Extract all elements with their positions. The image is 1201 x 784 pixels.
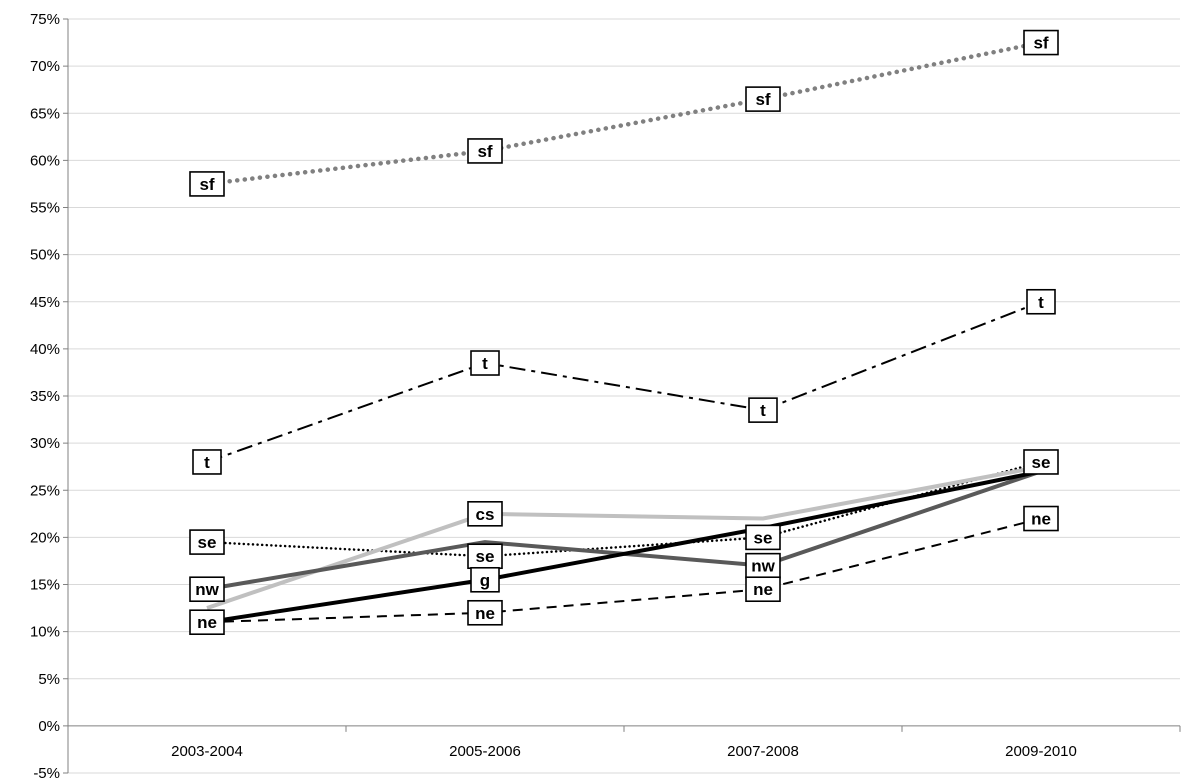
data-label-text: g: [480, 571, 490, 590]
y-tick-label: -5%: [33, 765, 60, 782]
data-label-text: sf: [477, 142, 492, 161]
data-label-ne: ne: [467, 599, 503, 626]
data-label-box: [467, 599, 503, 626]
data-label-text: sf: [199, 175, 214, 194]
data-label-box: [192, 449, 222, 475]
y-tick-label: 50%: [30, 247, 60, 264]
data-label-t: t: [470, 350, 500, 376]
data-label-box: [189, 171, 225, 197]
data-label-cs: cs: [467, 501, 503, 527]
data-label-box: [1026, 288, 1056, 315]
data-label-t: t: [192, 449, 222, 475]
data-label-text: sf: [755, 90, 770, 109]
data-label-t: t: [1026, 288, 1056, 315]
series-line-cs: [206, 464, 1042, 610]
data-label-ne: ne: [1023, 505, 1059, 532]
data-label-text: se: [476, 547, 495, 566]
y-tick-label: 30%: [30, 435, 60, 452]
data-label-g: g: [470, 566, 500, 593]
data-label-text: se: [198, 533, 217, 552]
x-tick-label: 2003-2004: [171, 743, 243, 760]
x-tick-label: 2005-2006: [449, 743, 521, 760]
y-tick-label: 35%: [30, 388, 60, 405]
y-tick-label: 40%: [30, 341, 60, 358]
data-label-text: se: [754, 528, 773, 547]
data-label-box: [467, 138, 503, 164]
series-line-ne: [206, 517, 1042, 624]
data-label-box: [189, 609, 225, 636]
y-tick-label: 5%: [38, 671, 60, 688]
data-labels: sf sf sf sf t t t t se se se se cs nw nw g ne ne ne ne: [189, 29, 1059, 636]
data-label-sf: sf: [745, 86, 781, 112]
x-tick-label: 2007-2008: [727, 743, 799, 760]
y-tick-label: 45%: [30, 294, 60, 311]
y-tick-label: 20%: [30, 529, 60, 546]
y-tick-label: 25%: [30, 482, 60, 499]
data-label-text: t: [482, 354, 488, 373]
data-label-nw: nw: [189, 576, 225, 603]
data-label-text: t: [760, 401, 766, 420]
series-line-sf: [204, 40, 1044, 187]
data-label-t: t: [748, 397, 778, 423]
data-label-se: se: [467, 543, 503, 570]
data-label-box: [1023, 29, 1059, 56]
data-label-box: [467, 543, 503, 570]
series-line-se: [205, 460, 1043, 558]
series-line-t: [206, 300, 1042, 463]
y-tick-label: 60%: [30, 152, 60, 169]
data-label-box: [189, 529, 225, 555]
y-tick-label: 0%: [38, 718, 60, 735]
data-label-box: [467, 501, 503, 527]
data-label-text: nw: [751, 557, 775, 576]
y-tick-label: 70%: [30, 58, 60, 75]
data-label-box: [1023, 449, 1059, 475]
data-label-sf: sf: [189, 171, 225, 197]
data-label-box: [745, 86, 781, 112]
data-label-box: [470, 566, 500, 593]
data-label-text: se: [1032, 453, 1051, 472]
data-label-nw: nw: [745, 552, 781, 579]
data-label-text: cs: [476, 505, 495, 524]
y-tick-label: 10%: [30, 624, 60, 641]
data-label-se: se: [1023, 449, 1059, 475]
data-label-ne: ne: [745, 576, 781, 603]
x-axis-ticks: 2003-2004 2005-2006 2007-2008 2009-2010: [67, 725, 1181, 760]
data-label-sf: sf: [1023, 29, 1059, 56]
data-label-sf: sf: [467, 138, 503, 164]
x-tick-label: 2009-2010: [1005, 743, 1077, 760]
data-label-box: [189, 576, 225, 603]
series-line-g: [206, 469, 1042, 625]
data-label-se: se: [745, 524, 781, 551]
data-label-text: t: [1038, 293, 1044, 312]
y-axis-ticks: -5% 0% 5% 10% 15% 20% 25% 30% 35% 40% 45% 50% 55% 60%…: [30, 11, 68, 782]
data-label-se: se: [189, 529, 225, 555]
y-tick-label: 75%: [30, 11, 60, 28]
data-label-box: [748, 397, 778, 423]
data-label-ne: ne: [189, 609, 225, 636]
data-label-text: ne: [475, 604, 495, 623]
data-label-text: sf: [1033, 34, 1048, 53]
data-label-text: ne: [1031, 510, 1051, 529]
data-label-box: [745, 524, 781, 551]
data-label-text: nw: [195, 580, 219, 599]
grid-lines: [68, 18, 1180, 774]
data-label-box: [470, 350, 500, 376]
y-tick-label: 15%: [30, 577, 60, 594]
data-label-box: [1023, 505, 1059, 532]
data-label-box: [745, 576, 781, 603]
series-lines: [204, 40, 1044, 625]
data-label-text: ne: [753, 580, 773, 599]
y-tick-label: 55%: [30, 200, 60, 217]
y-tick-label: 65%: [30, 105, 60, 122]
data-label-text: t: [204, 453, 210, 472]
data-label-text: ne: [197, 613, 217, 632]
